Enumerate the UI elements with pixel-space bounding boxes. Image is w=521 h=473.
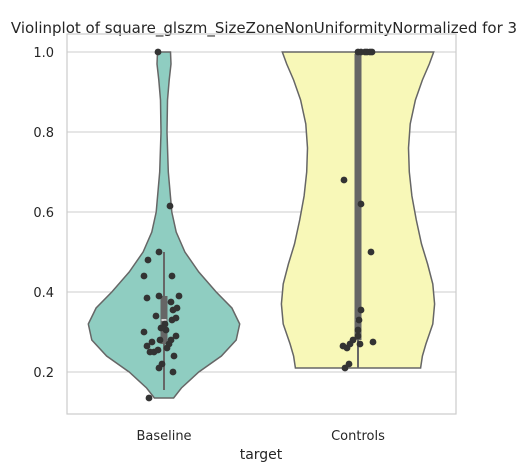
- data-point: [354, 326, 362, 334]
- y-tick-label: 0.8: [33, 126, 54, 141]
- data-point: [148, 338, 156, 346]
- data-points: [140, 48, 377, 402]
- data-point: [168, 272, 176, 280]
- data-point: [355, 316, 363, 324]
- data-point: [158, 360, 166, 368]
- data-point: [345, 360, 353, 368]
- plot-frame: [66, 33, 457, 415]
- data-point: [172, 332, 180, 340]
- data-point: [340, 176, 348, 184]
- data-point: [152, 312, 160, 320]
- data-point: [143, 294, 151, 302]
- x-tick-label: Baseline: [136, 429, 191, 444]
- y-tick-label: 1.0: [33, 46, 54, 61]
- data-point: [161, 320, 169, 328]
- data-point: [140, 272, 148, 280]
- data-point: [357, 306, 365, 314]
- data-point: [166, 202, 174, 210]
- data-point: [369, 338, 377, 346]
- data-point: [169, 368, 177, 376]
- iqr-box: [354, 54, 362, 340]
- data-point: [339, 342, 347, 350]
- data-point: [156, 336, 164, 344]
- data-point: [356, 340, 364, 348]
- data-point: [155, 292, 163, 300]
- y-tick-label: 0.4: [33, 286, 54, 301]
- data-point: [175, 292, 183, 300]
- data-point: [172, 314, 180, 322]
- data-point: [145, 394, 153, 402]
- data-point: [140, 328, 148, 336]
- data-point: [143, 342, 151, 350]
- data-point: [173, 304, 181, 312]
- data-point: [367, 248, 375, 256]
- data-point: [349, 336, 357, 344]
- data-point: [154, 346, 162, 354]
- y-axis-ticks: 0.2 0.4 0.6 0.8 1.0: [33, 46, 54, 381]
- data-point: [167, 298, 175, 306]
- data-point: [170, 352, 178, 360]
- data-point: [154, 48, 162, 56]
- x-axis-label: target: [240, 447, 283, 463]
- x-axis-ticks: Baseline Controls: [136, 429, 385, 444]
- y-tick-label: 0.6: [33, 206, 54, 221]
- x-tick-label: Controls: [331, 429, 385, 444]
- data-point: [354, 332, 362, 340]
- y-tick-label: 0.2: [33, 366, 54, 381]
- data-point: [144, 256, 152, 264]
- violins: [87, 51, 436, 399]
- data-point: [167, 336, 175, 344]
- chart-title: Violinplot of square_glszm_SizeZoneNonUn…: [11, 19, 517, 38]
- data-point: [357, 200, 365, 208]
- data-point: [155, 248, 163, 256]
- data-point: [368, 48, 376, 56]
